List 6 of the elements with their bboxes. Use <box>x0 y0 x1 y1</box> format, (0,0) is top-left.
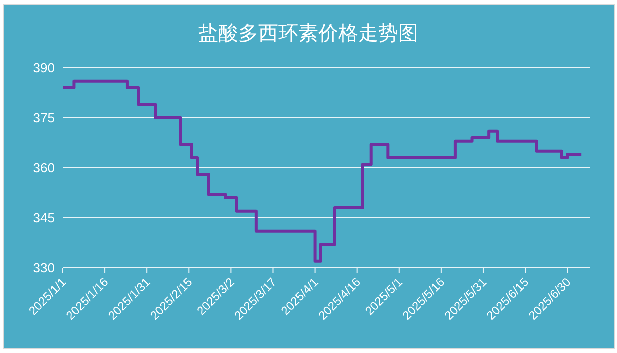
y-tick-label: 360 <box>33 160 55 176</box>
chart-title: 盐酸多西环素价格走势图 <box>198 20 420 47</box>
y-tick-label: 345 <box>33 210 55 226</box>
y-tick-label: 330 <box>33 260 55 276</box>
y-tick-label: 390 <box>33 60 55 76</box>
y-tick-label: 375 <box>33 110 55 126</box>
